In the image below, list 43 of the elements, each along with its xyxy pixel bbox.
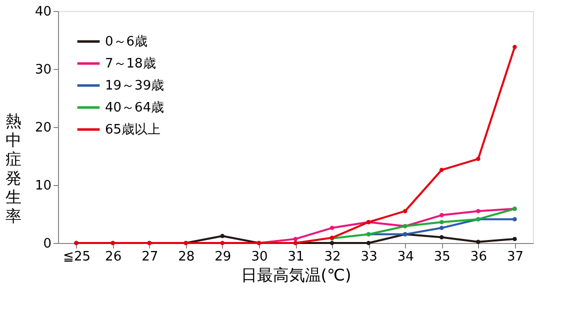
legend-label: 19～39歳 [105, 78, 164, 94]
x-tick-label: 27 [142, 250, 158, 264]
point [440, 213, 444, 218]
y-tick-label: 30 [34, 62, 52, 78]
point [330, 226, 334, 230]
point [440, 235, 444, 240]
x-tick-label: 36 [470, 250, 487, 264]
y-tick-label: 10 [34, 178, 52, 194]
y-tick-label: 20 [34, 120, 52, 136]
point [402, 208, 408, 214]
point [440, 226, 444, 230]
point [476, 208, 480, 214]
x-tick-label: 31 [288, 250, 304, 264]
point [220, 234, 225, 238]
point [476, 240, 480, 244]
x-axis-title: 日最高気温(℃) [240, 266, 352, 284]
point [330, 240, 334, 246]
x-tick-label: 37 [506, 250, 524, 264]
x-tick-label: 30 [251, 250, 268, 264]
y-axis-title: 熱中症発生率 [6, 112, 22, 226]
y-tick-label: 40 [34, 4, 52, 20]
point [440, 220, 444, 224]
x-tick-label: 33 [360, 250, 378, 264]
point [512, 236, 517, 242]
point [512, 217, 517, 222]
point [366, 240, 371, 246]
legend-label: 40～64歳 [105, 100, 164, 116]
legend-label: 65歳以上 [105, 122, 161, 138]
legend-label: 7～18歳 [105, 56, 156, 72]
point [440, 168, 444, 172]
x-tick-label: 28 [178, 250, 195, 264]
legend-label: 0～6歳 [105, 34, 148, 50]
point [476, 156, 480, 162]
x-tick-label: 26 [105, 250, 122, 264]
x-tick-label: ≦25 [63, 250, 90, 264]
point [293, 236, 298, 242]
x-tick-label: 35 [434, 250, 450, 264]
x-tick-label: 29 [214, 250, 232, 264]
x-tick-label: 34 [397, 250, 414, 264]
x-tick-label: 32 [324, 250, 341, 264]
point [220, 240, 225, 246]
y-tick-label: 0 [43, 236, 52, 252]
point [512, 44, 517, 50]
